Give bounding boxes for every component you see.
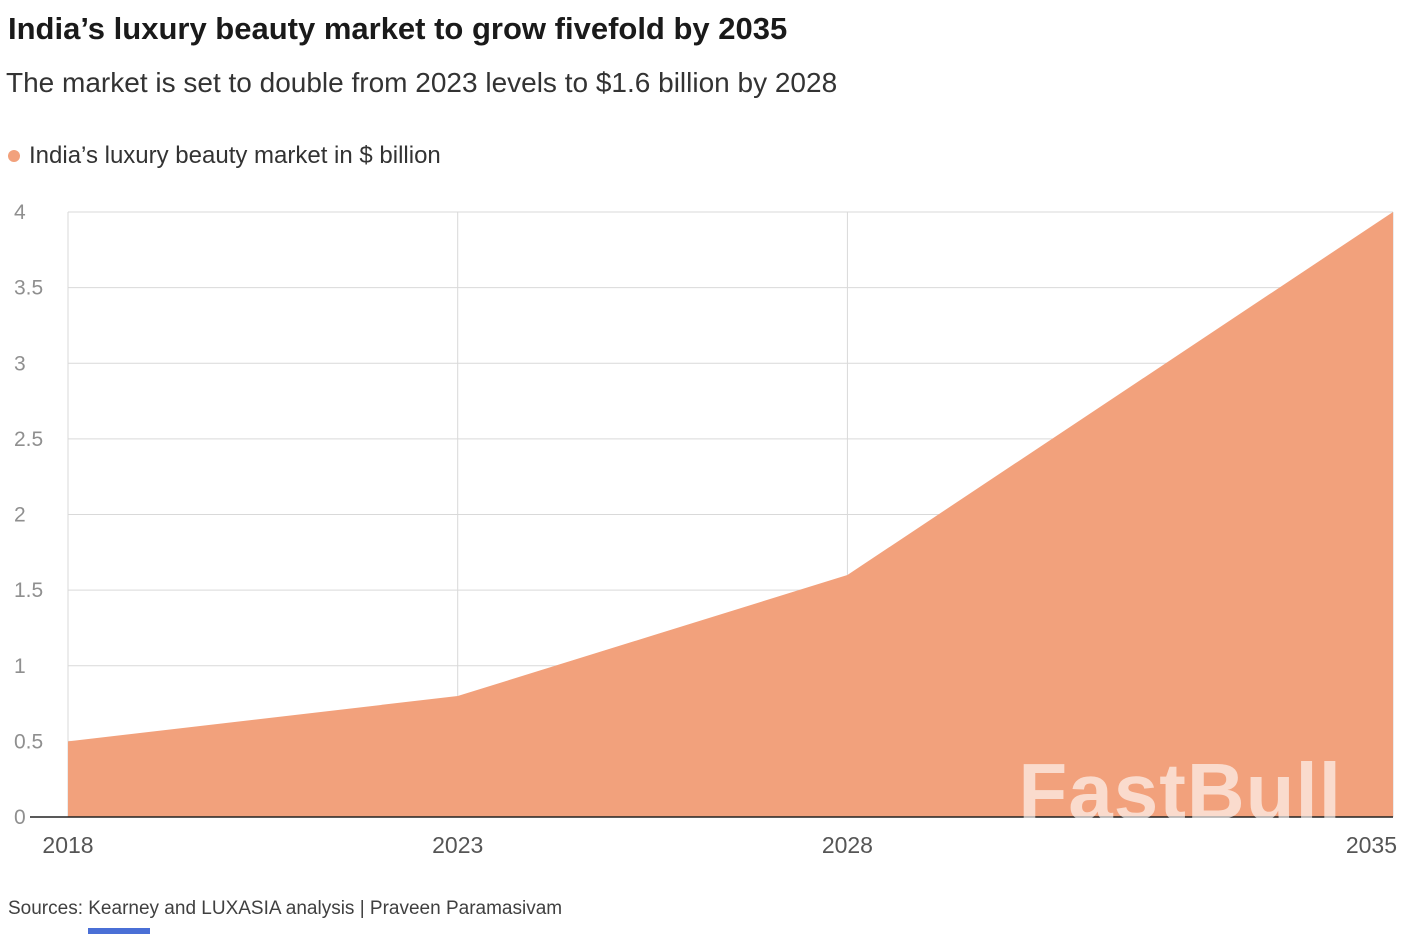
chart-area: 0 0.5 1 1.5 2 2.5 3 3.5 4 2018 2023 2028 2035 FastBu…	[0, 202, 1420, 872]
legend-dot-icon	[8, 149, 20, 162]
svg-text:2028: 2028	[822, 832, 873, 858]
legend-label: India’s luxury beauty market in $ billio…	[29, 141, 441, 169]
svg-text:1: 1	[14, 654, 26, 677]
svg-text:0.5: 0.5	[14, 730, 43, 753]
svg-text:4: 4	[14, 202, 26, 224]
svg-text:2018: 2018	[42, 832, 93, 858]
bottom-accent-bar	[88, 928, 150, 934]
svg-text:2035: 2035	[1346, 832, 1397, 858]
chart-title: India’s luxury beauty market to grow fiv…	[8, 11, 788, 46]
svg-text:2.5: 2.5	[14, 427, 43, 450]
svg-text:3.5: 3.5	[14, 276, 43, 299]
area-chart: 0 0.5 1 1.5 2 2.5 3 3.5 4 2018 2023 2028 2035	[14, 202, 1397, 858]
source-attribution: Sources: Kearney and LUXASIA analysis | …	[8, 897, 563, 919]
svg-text:2: 2	[14, 503, 26, 526]
svg-text:0: 0	[14, 806, 26, 829]
svg-text:3: 3	[14, 352, 26, 375]
chart-subtitle: The market is set to double from 2023 le…	[6, 67, 838, 99]
svg-text:2023: 2023	[432, 832, 483, 858]
svg-text:1.5: 1.5	[14, 579, 43, 602]
legend: India’s luxury beauty market in $ billio…	[0, 142, 1420, 170]
